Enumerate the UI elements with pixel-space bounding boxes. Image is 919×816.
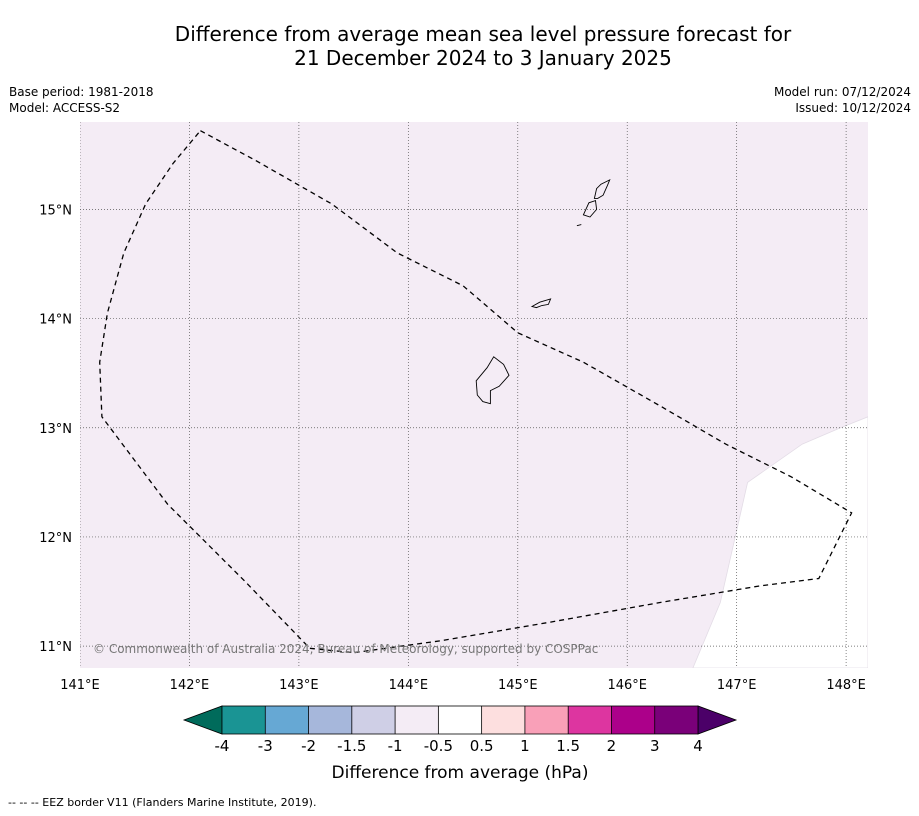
colorbar-segment <box>308 706 352 734</box>
eez-border <box>99 130 853 654</box>
lon-tick-label: 142°E <box>170 678 210 693</box>
colorbar-tick-label: 0.5 <box>470 737 494 755</box>
colorbar-segment <box>351 706 396 734</box>
colorbar-segment <box>611 706 655 734</box>
meta-right: Model run: 07/12/2024 Issued: 10/12/2024 <box>774 84 911 116</box>
chart-title: Difference from average mean sea level p… <box>0 22 919 70</box>
title-line-2: 21 December 2024 to 3 January 2025 <box>294 46 672 70</box>
island-outline <box>530 298 552 309</box>
island-outline <box>576 224 582 227</box>
colorbar-frame <box>221 705 699 735</box>
map-figure: 141°E 142°E 143°E 144°E 145°E 146°E 147°E 148°E… <box>39 122 868 783</box>
model-run: Model run: 07/12/2024 <box>773 85 911 99</box>
map-layers <box>80 122 868 668</box>
colorbar-segment <box>654 706 698 734</box>
colorbar-tick-label: -4 <box>215 737 230 755</box>
colorbar-tick-label: 4 <box>693 737 703 755</box>
lat-tick-label: 15°N <box>39 203 72 218</box>
lon-tick-label: 148°E <box>826 678 866 693</box>
island-outline <box>593 178 611 199</box>
colorbar-tick-label: -0.5 <box>424 737 453 755</box>
map-tick-labels: 141°E 142°E 143°E 144°E 145°E 146°E 147°E 148°E… <box>39 203 866 693</box>
copyright-notice: © Commonwealth of Australia 2024, Bureau… <box>93 642 598 656</box>
colorbar: -4 -3 -2 -1.5 -1 -0.5 0.5 1 1.5 2 3 4 <box>182 705 738 755</box>
colorbar-segment <box>265 706 309 734</box>
colorbar-tick-label: 1.5 <box>556 737 580 755</box>
lon-tick-label: 146°E <box>607 678 647 693</box>
lon-tick-label: 144°E <box>389 678 429 693</box>
colorbar-tick-label: -1 <box>388 737 403 755</box>
footer-eez-note: -- -- -- EEZ border V11 (Flanders Marine… <box>8 796 317 809</box>
lat-tick-label: 11°N <box>39 640 72 655</box>
lat-tick-label: 12°N <box>39 531 72 546</box>
colorbar-tick-label: 2 <box>607 737 617 755</box>
colorbar-tick-label: 1 <box>520 737 530 755</box>
colorbar-extend-high <box>697 705 738 735</box>
colorbar-extend-low <box>182 705 223 735</box>
colorbar-segment <box>568 706 612 734</box>
colorbar-tick-label: -3 <box>258 737 273 755</box>
colorbar-segment <box>222 706 266 734</box>
colorbar-tick-label: -2 <box>301 737 316 755</box>
lon-tick-label: 141°E <box>60 678 100 693</box>
lat-tick-label: 13°N <box>39 422 72 437</box>
model-name: Model: ACCESS-S2 <box>9 101 121 115</box>
lon-tick-label: 143°E <box>279 678 319 693</box>
colorbar-segment <box>438 706 482 734</box>
issued-date: Issued: 10/12/2024 <box>795 101 911 115</box>
colorbar-segment <box>524 706 569 734</box>
map-plot <box>80 122 868 668</box>
title-line-1: Difference from average mean sea level p… <box>174 22 792 46</box>
island-outline <box>475 356 510 405</box>
lat-tick-label: 14°N <box>39 313 72 328</box>
lon-tick-label: 145°E <box>498 678 538 693</box>
colorbar-tick-label: -1.5 <box>337 737 366 755</box>
colorbar-segment <box>395 706 439 734</box>
meta-left: Base period: 1981-2018 Model: ACCESS-S2 <box>9 84 154 116</box>
colorbar-tick-label: 3 <box>650 737 660 755</box>
island-outline <box>582 199 598 218</box>
lon-tick-label: 147°E <box>717 678 757 693</box>
colorbar-segment <box>481 706 525 734</box>
base-period: Base period: 1981-2018 <box>9 85 154 99</box>
colorbar-label: Difference from average (hPa) <box>332 763 589 783</box>
